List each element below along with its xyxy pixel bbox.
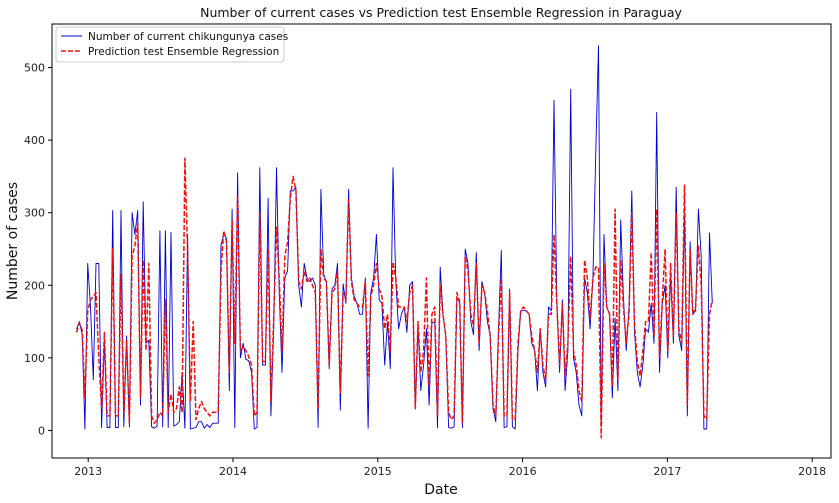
series-line-prediction xyxy=(75,157,714,439)
x-tick-label: 2015 xyxy=(364,465,392,478)
y-tick-label: 0 xyxy=(38,424,45,437)
legend-box xyxy=(55,26,285,63)
legend-label-prediction: Prediction test Ensemble Regression xyxy=(88,46,279,58)
x-tick-label: 2016 xyxy=(509,465,537,478)
plot-frame xyxy=(51,23,832,459)
x-axis: 2013 2014 2015 2016 2017 2018 xyxy=(74,458,826,478)
y-axis-label: Number of cases xyxy=(5,182,21,300)
x-tick-label: 2017 xyxy=(653,465,681,478)
plot-area xyxy=(75,45,714,439)
y-tick-label: 500 xyxy=(24,62,45,75)
y-tick-label: 400 xyxy=(24,134,45,147)
legend-label-actual: Number of current chikungunya cases xyxy=(88,31,288,43)
chart-title: Number of current cases vs Prediction te… xyxy=(200,5,682,20)
x-tick-label: 2018 xyxy=(798,465,826,478)
x-tick-label: 2014 xyxy=(219,465,247,478)
y-tick-label: 300 xyxy=(24,207,45,220)
y-axis: 0 100 200 300 400 500 xyxy=(24,62,52,437)
x-tick-label: 2013 xyxy=(74,465,102,478)
legend: Number of current chikungunya cases Pred… xyxy=(55,26,288,63)
x-axis-label: Date xyxy=(424,482,457,498)
y-tick-label: 100 xyxy=(24,352,45,365)
y-tick-label: 200 xyxy=(24,279,45,292)
